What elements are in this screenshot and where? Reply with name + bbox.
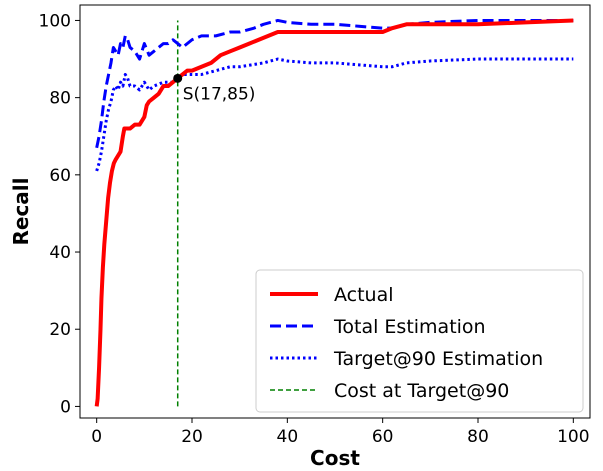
plot-frame [79,4,591,419]
y-tick-label: 60 [49,166,71,186]
series-line-actual [94,18,574,407]
series-line-total-estimation [95,18,574,149]
legend-label: Cost at Target@90 [334,380,509,402]
y-tick-label: 100 [39,11,71,31]
annotation-layer: S(17,85) [173,73,256,104]
series-line-target-90-estimation [95,57,574,172]
y-axis-title: Recall [9,177,33,245]
x-axis-ticks: 0 20 40 60 80 100 [91,418,590,447]
x-tick-label: 20 [181,427,203,447]
x-tick-label: 80 [467,427,489,447]
annotation-point [173,73,183,83]
annotation-label: S(17,85) [183,84,256,104]
plot-lines [94,18,574,407]
y-tick-label: 20 [49,320,71,340]
x-tick-label: 100 [557,427,589,447]
y-tick-label: 40 [49,243,71,263]
legend-label: Total Estimation [333,316,486,338]
x-tick-label: 0 [91,427,102,447]
legend: Actual Total Estimation Target@90 Estimati… [255,269,584,413]
y-tick-label: 0 [60,397,71,417]
legend-label: Target@90 Estimation [333,348,543,370]
y-axis-ticks: 0 20 40 60 80 100 [39,11,80,417]
y-tick-label: 80 [49,89,71,109]
x-tick-label: 40 [277,427,299,447]
x-tick-label: 60 [372,427,394,447]
legend-box [255,269,584,413]
legend-label: Actual [334,284,394,306]
x-axis-title: Cost [310,446,360,470]
